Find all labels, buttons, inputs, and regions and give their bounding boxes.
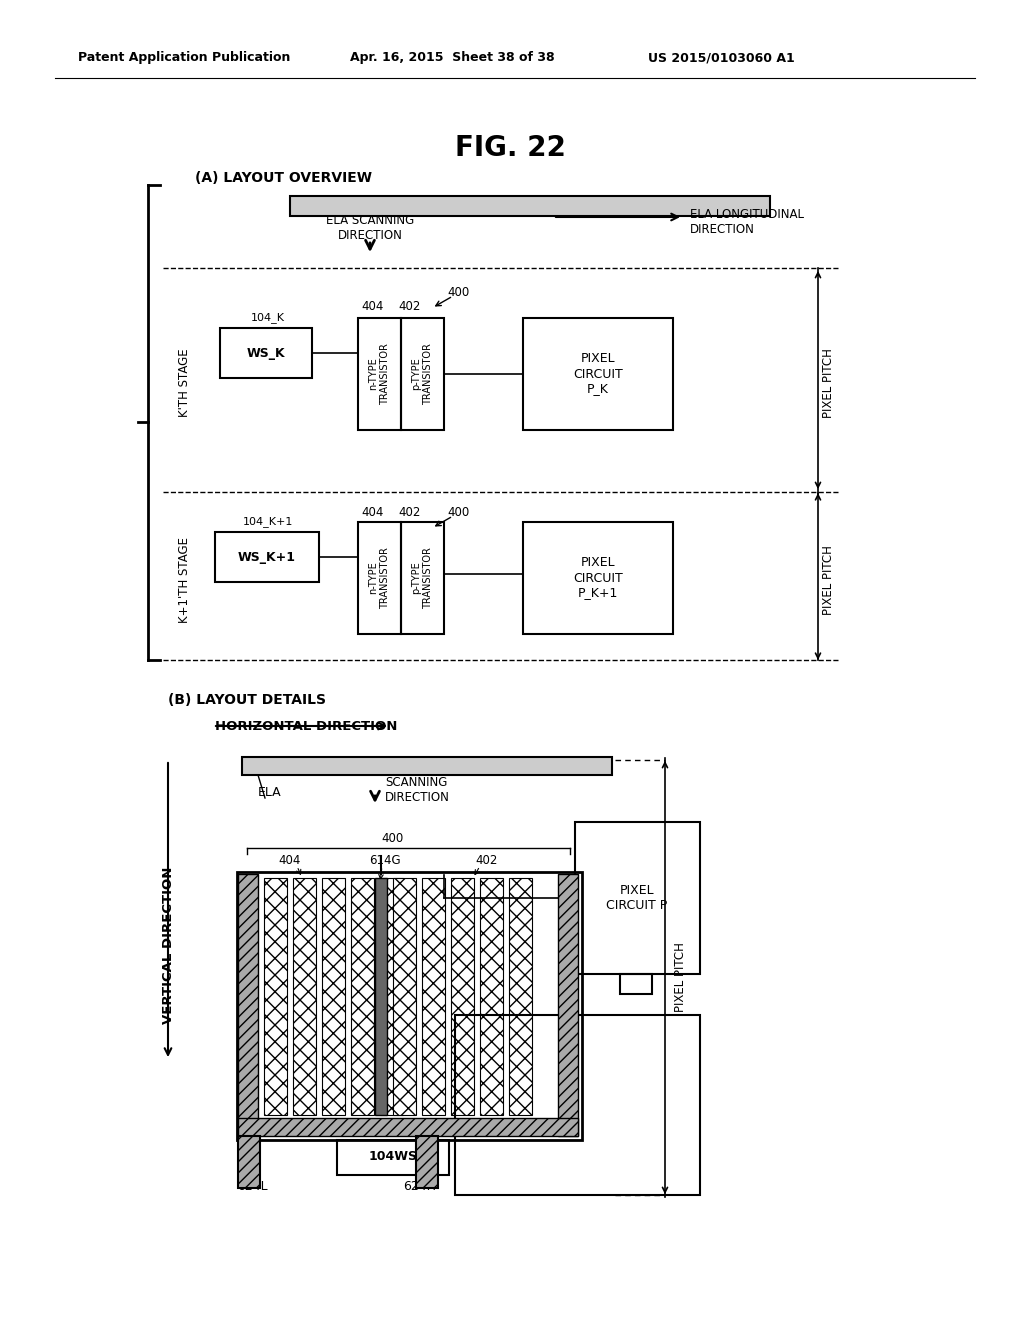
Bar: [558, 874, 578, 1137]
Text: (A) LAYOUT OVERVIEW: (A) LAYOUT OVERVIEW: [195, 172, 372, 185]
Text: 400: 400: [446, 285, 469, 298]
Bar: [620, 974, 652, 994]
Bar: [238, 1118, 578, 1137]
Bar: [480, 878, 503, 1115]
Text: 104WS: 104WS: [369, 1151, 418, 1163]
Bar: [375, 878, 387, 1115]
Text: 402: 402: [476, 854, 499, 866]
Text: PIXEL
CIRCUIT
P_K+1: PIXEL CIRCUIT P_K+1: [573, 557, 623, 599]
Text: ELA LONGITUDINAL
DIRECTION: ELA LONGITUDINAL DIRECTION: [690, 209, 804, 236]
Text: WS_K+1: WS_K+1: [238, 550, 296, 564]
Text: 614G: 614G: [370, 854, 400, 866]
Text: FIG. 22: FIG. 22: [455, 135, 565, 162]
Bar: [509, 878, 532, 1115]
Bar: [523, 521, 673, 634]
Text: 402: 402: [398, 506, 421, 519]
Text: 104_K: 104_K: [251, 313, 285, 323]
Text: WS_K: WS_K: [247, 346, 286, 359]
Text: 404: 404: [361, 300, 384, 313]
Bar: [238, 874, 258, 1137]
Bar: [238, 1137, 260, 1188]
Text: 104_K+1: 104_K+1: [243, 516, 293, 528]
Text: n-TYPE
TRANSISTOR: n-TYPE TRANSISTOR: [369, 546, 390, 609]
Text: 624H: 624H: [403, 1180, 436, 1193]
Text: PIXEL PITCH: PIXEL PITCH: [821, 348, 835, 418]
Text: p-TYPE
TRANSISTOR: p-TYPE TRANSISTOR: [412, 546, 433, 609]
Text: SCANNING
DIRECTION: SCANNING DIRECTION: [385, 776, 450, 804]
Bar: [337, 1140, 449, 1175]
Text: K+1'TH STAGE: K+1'TH STAGE: [178, 537, 191, 623]
Text: 400: 400: [446, 506, 469, 519]
Text: VERTICAL DIRECTION: VERTICAL DIRECTION: [162, 866, 174, 1024]
Text: 404: 404: [361, 506, 384, 519]
Bar: [358, 318, 401, 430]
Text: n-TYPE
TRANSISTOR: n-TYPE TRANSISTOR: [369, 343, 390, 405]
Bar: [575, 822, 700, 974]
Text: HORIZONTAL DIRECTION: HORIZONTAL DIRECTION: [215, 719, 397, 733]
Text: 402: 402: [398, 300, 421, 313]
Bar: [264, 878, 287, 1115]
Bar: [220, 327, 312, 378]
Text: 404: 404: [279, 854, 301, 866]
Bar: [451, 878, 474, 1115]
Text: Apr. 16, 2015  Sheet 38 of 38: Apr. 16, 2015 Sheet 38 of 38: [350, 51, 555, 65]
Bar: [351, 878, 374, 1115]
Text: Patent Application Publication: Patent Application Publication: [78, 51, 291, 65]
Text: 624L: 624L: [237, 1180, 267, 1193]
Text: ELA: ELA: [258, 787, 282, 800]
Bar: [401, 521, 444, 634]
Text: (B) LAYOUT DETAILS: (B) LAYOUT DETAILS: [168, 693, 326, 708]
Text: p-TYPE
TRANSISTOR: p-TYPE TRANSISTOR: [412, 343, 433, 405]
Text: ELA SCANNING
DIRECTION: ELA SCANNING DIRECTION: [326, 214, 414, 242]
Bar: [290, 195, 770, 216]
Bar: [380, 878, 403, 1115]
Bar: [237, 873, 582, 1140]
Bar: [293, 878, 316, 1115]
Text: PIXEL PITCH: PIXEL PITCH: [674, 942, 686, 1012]
Bar: [455, 1015, 700, 1195]
Text: PIXEL PITCH: PIXEL PITCH: [821, 545, 835, 615]
Text: PIXEL
CIRCUIT
P_K: PIXEL CIRCUIT P_K: [573, 352, 623, 396]
Bar: [322, 878, 345, 1115]
Text: K'TH STAGE: K'TH STAGE: [178, 348, 191, 417]
Text: 400: 400: [382, 832, 404, 845]
Bar: [358, 521, 401, 634]
Bar: [242, 756, 612, 775]
Bar: [422, 878, 445, 1115]
Bar: [215, 532, 319, 582]
Bar: [393, 878, 416, 1115]
Text: US 2015/0103060 A1: US 2015/0103060 A1: [648, 51, 795, 65]
Bar: [523, 318, 673, 430]
Bar: [416, 1137, 438, 1188]
Bar: [401, 318, 444, 430]
Text: PIXEL
CIRCUIT P: PIXEL CIRCUIT P: [606, 884, 668, 912]
